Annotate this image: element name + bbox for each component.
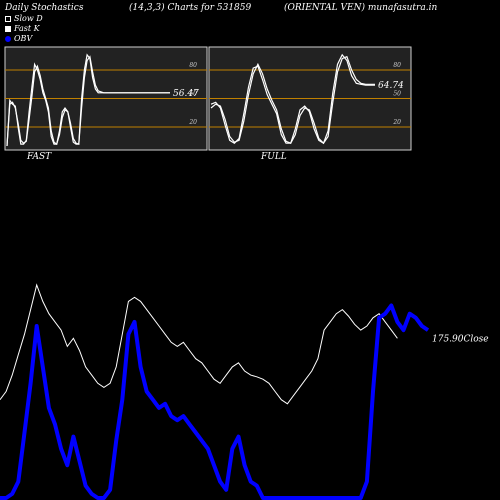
legend-label-slow-d: Slow D — [14, 14, 43, 23]
full-level-20-label: 20 — [392, 119, 401, 126]
chart-title-center: (14,3,3) Charts for 531859 — [129, 3, 252, 13]
fast-level-80-label: 80 — [189, 62, 197, 69]
legend-label-obv: OBV — [14, 34, 33, 43]
legend-item-slow-d: Slow D — [5, 14, 43, 24]
legend-item-fast-k: Fast K — [5, 24, 43, 34]
full-level-50-label: 50 — [393, 91, 401, 98]
full-series-d-line — [210, 55, 375, 145]
chart-title-left: Daily Stochastics — [5, 3, 84, 13]
close-price-line — [0, 283, 398, 405]
full-panel-label: FULL — [261, 152, 287, 162]
fast-level-50-label: 50 — [189, 91, 197, 98]
full-series-k-line — [210, 53, 375, 145]
chart-title-right: (ORIENTAL VEN) munafasutra.in — [284, 3, 438, 13]
obv-line — [0, 303, 430, 500]
full-last-value-label: 64.74 — [378, 81, 404, 91]
full-level-80-label: 80 — [393, 62, 401, 69]
legend: Slow D Fast K OBV — [5, 14, 43, 44]
close-last-value-label: 175.90Close — [432, 334, 489, 344]
fast-series-d-line — [6, 55, 170, 147]
obv-swatch-icon — [5, 36, 11, 42]
legend-item-obv: OBV — [5, 34, 43, 44]
fast-panel-label: FAST — [27, 152, 52, 162]
fast-level-20-label: 20 — [188, 119, 197, 126]
fast-k-swatch-icon — [5, 26, 11, 32]
fast-last-value-label: 56.47 — [173, 89, 199, 99]
legend-label-fast-k: Fast K — [14, 24, 40, 33]
slow-d-swatch-icon — [5, 16, 11, 22]
